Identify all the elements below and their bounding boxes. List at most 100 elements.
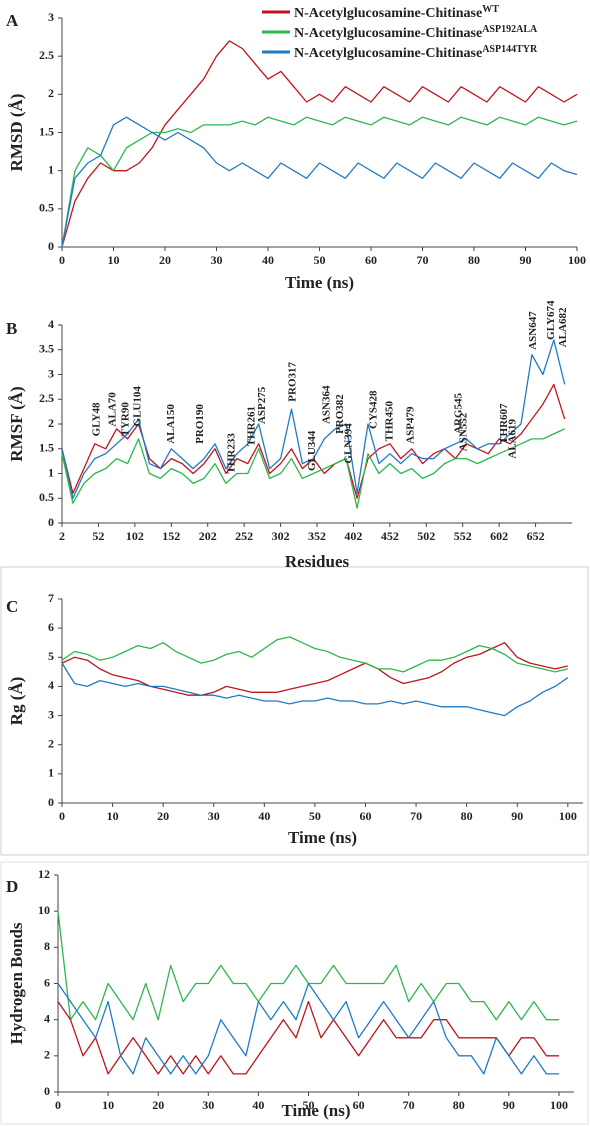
y-tick-label: 5 <box>48 649 54 663</box>
residue-annotation: GLY48 <box>91 402 103 436</box>
legend-superscript: ASP192ALA <box>482 24 538 35</box>
residue-annotation: ASP275 <box>256 386 268 424</box>
residue-annotation: ASN647 <box>527 311 539 350</box>
x-tick-label: 40 <box>262 253 274 267</box>
residue-annotation: THR233 <box>225 433 237 474</box>
y-tick-label: 2 <box>44 1048 50 1062</box>
residue-annotation: ALA70 <box>107 392 119 427</box>
x-tick-label: 402 <box>344 529 362 543</box>
x-tick-label: 202 <box>199 529 217 543</box>
y-tick-label: 2 <box>48 86 54 100</box>
x-tick-label: 50 <box>302 1098 314 1112</box>
y-tick-label: 1 <box>48 465 54 479</box>
x-tick-label: 652 <box>527 529 545 543</box>
x-tick-label: 352 <box>308 529 326 543</box>
residue-annotation: THR261 <box>246 406 258 446</box>
legend-entry: N-Acetylglucosamine-ChitinaseWT <box>294 4 499 22</box>
x-tick-label: 30 <box>208 809 220 823</box>
x-tick-label: 10 <box>102 1098 114 1112</box>
x-tick-label: 80 <box>468 253 480 267</box>
x-tick-label: 90 <box>503 1098 515 1112</box>
x-tick-label: 252 <box>235 529 253 543</box>
residue-annotation: ALA682 <box>557 307 569 347</box>
series-line <box>61 636 568 673</box>
series-line <box>61 40 578 248</box>
y-tick-label: 0 <box>48 795 54 809</box>
x-tick-label: 90 <box>520 253 532 267</box>
residue-annotation: ASP479 <box>405 406 417 444</box>
legend-superscript: WT <box>482 4 499 15</box>
series-line <box>61 428 565 509</box>
x-tick-label: 0 <box>59 809 65 823</box>
x-tick-label: 302 <box>272 529 290 543</box>
x-tick-label: 50 <box>314 253 326 267</box>
panel-letter: A <box>6 11 19 30</box>
y-tick-label: 1.5 <box>39 441 54 455</box>
x-tick-label: 20 <box>157 809 169 823</box>
y-tick-label: 0 <box>48 239 54 253</box>
residue-annotation: GLY674 <box>545 300 557 340</box>
x-tick-label: 90 <box>511 809 523 823</box>
y-tick-label: 8 <box>44 939 50 953</box>
residue-annotation: TYR90 <box>120 402 132 437</box>
x-axis-title: Time (ns) <box>288 828 357 847</box>
series-line <box>57 982 559 1075</box>
legend-name: N-Acetylglucosamine-Chitinase <box>294 6 482 21</box>
y-tick-label: 1 <box>48 766 54 780</box>
residue-annotation: ALA619 <box>507 418 519 458</box>
x-tick-label: 70 <box>417 253 429 267</box>
x-tick-label: 70 <box>410 809 422 823</box>
y-tick-label: 10 <box>38 903 50 917</box>
y-axis-title: RMSF (Å) <box>7 386 26 461</box>
y-tick-label: 4 <box>48 317 54 331</box>
y-tick-label: 3.5 <box>39 342 54 356</box>
panel-letter: D <box>6 877 18 896</box>
x-tick-label: 60 <box>353 1098 365 1112</box>
y-tick-label: 1.5 <box>39 124 54 138</box>
x-tick-label: 152 <box>162 529 180 543</box>
residue-annotation: PRO317 <box>287 362 299 402</box>
x-tick-label: 60 <box>365 253 377 267</box>
residue-annotation: ALA150 <box>165 404 177 444</box>
y-tick-label: 2.5 <box>39 391 54 405</box>
x-tick-label: 30 <box>202 1098 214 1112</box>
y-axis-title: RMSD (Å) <box>7 94 26 172</box>
legend-entry: N-Acetylglucosamine-ChitinaseASP192ALA <box>294 24 538 42</box>
x-tick-label: 20 <box>152 1098 164 1112</box>
series-line <box>61 116 578 248</box>
x-axis-title: Residues <box>285 552 350 571</box>
y-tick-label: 0.5 <box>39 490 54 504</box>
legend-name: N-Acetylglucosamine-Chitinase <box>294 46 482 61</box>
x-tick-label: 40 <box>252 1098 264 1112</box>
panel-letter: C <box>6 597 18 616</box>
residue-annotation: THR450 <box>383 400 395 441</box>
residue-annotation: GLU344 <box>306 430 318 471</box>
x-tick-label: 80 <box>461 809 473 823</box>
y-tick-label: 2 <box>48 736 54 750</box>
x-tick-label: 70 <box>403 1098 415 1112</box>
x-tick-label: 0 <box>59 253 65 267</box>
residue-annotation: CYS428 <box>367 390 379 429</box>
x-tick-label: 10 <box>108 253 120 267</box>
series-line <box>61 116 578 248</box>
x-tick-label: 100 <box>550 1098 568 1112</box>
y-tick-label: 6 <box>44 975 50 989</box>
residue-annotation: PRO190 <box>194 404 206 444</box>
x-tick-label: 452 <box>381 529 399 543</box>
residue-annotation: ARG545 <box>453 392 465 433</box>
series-line <box>61 339 566 499</box>
y-tick-label: 2 <box>48 416 54 430</box>
x-tick-label: 0 <box>55 1098 61 1112</box>
legend-entry: N-Acetylglucosamine-ChitinaseASP144TYR <box>294 44 538 62</box>
x-axis-title: Time (ns) <box>285 273 354 292</box>
legend-name: N-Acetylglucosamine-Chitinase <box>294 26 482 41</box>
y-tick-label: 2.5 <box>39 48 54 62</box>
x-axis-title: Time (ns) <box>281 1101 350 1120</box>
x-tick-label: 80 <box>453 1098 465 1112</box>
y-tick-label: 0 <box>44 1084 50 1098</box>
y-tick-label: 3 <box>48 366 54 380</box>
y-tick-label: 12 <box>38 867 50 881</box>
y-tick-label: 0.5 <box>39 201 54 215</box>
